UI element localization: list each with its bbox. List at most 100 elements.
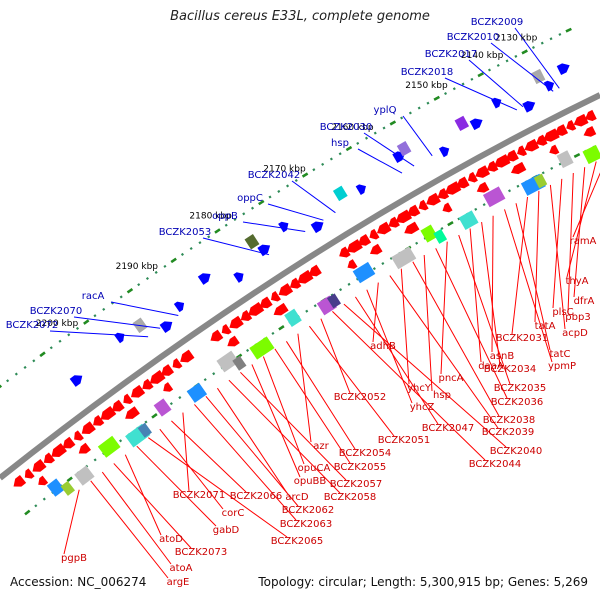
reverse-gene-arrow: [123, 393, 134, 404]
reverse-gene-arrow: [418, 199, 429, 211]
reverse-gene-label: arcD: [285, 492, 309, 503]
outer-ruler-tick: [389, 120, 397, 126]
inner-ruler-tick: [24, 509, 31, 516]
reverse-leader-line: [481, 222, 501, 366]
reverse-gene-arrow: [130, 384, 146, 398]
annotated-gene-block: [533, 173, 548, 189]
outer-ruler-tick: [6, 379, 10, 383]
forward-leader-line: [402, 115, 433, 157]
outer-ruler-tick: [400, 116, 404, 120]
reverse-leader-line: [458, 234, 511, 385]
forward-gene-label: hsp: [331, 138, 349, 149]
forward-annotated-block: [244, 234, 260, 250]
reverse-gene-arrow: [510, 161, 527, 175]
reverse-gene-label: atoA: [169, 563, 192, 574]
genome-summary: Topology: circular; Length: 5,300,915 bp…: [258, 575, 588, 589]
outer-ruler-tick: [32, 359, 36, 363]
forward-leader-line: [267, 203, 324, 221]
forward-gene-arrow: [491, 97, 502, 109]
forward-leader-line: [514, 27, 560, 89]
outer-ruler-tick: [373, 131, 377, 135]
reverse-gene-arrow: [78, 442, 91, 454]
reverse-gene-arrow: [369, 228, 380, 240]
reverse-gene-arrow: [13, 475, 27, 487]
reverse-gene-arrow: [62, 436, 76, 449]
outer-ruler-tick: [461, 82, 465, 86]
reverse-gene-label: adhB: [370, 341, 396, 352]
reverse-gene-arrow: [273, 302, 289, 316]
reverse-gene-arrow: [227, 335, 240, 347]
reverse-gene-label: gabD: [213, 525, 240, 536]
reverse-gene-arrow: [505, 149, 519, 162]
reverse-gene-arrow: [517, 145, 528, 157]
outer-ruler-tick: [382, 126, 386, 130]
reverse-gene-label: BCZK2062: [282, 505, 335, 516]
outer-ruler-tick: [433, 95, 440, 101]
forward-leader-line: [357, 148, 403, 174]
annotated-gene-block: [46, 478, 65, 497]
reverse-gene-label: atoD: [159, 534, 183, 545]
genome-backbone: [0, 92, 600, 481]
outer-ruler-tick: [514, 54, 518, 58]
reverse-gene-arrow: [271, 290, 281, 302]
reverse-leader-line: [572, 172, 600, 238]
reverse-gene-arrow: [456, 176, 470, 189]
reverse-gene-arrow: [494, 154, 511, 168]
reverse-leader-line: [491, 215, 494, 353]
reverse-gene-arrow: [163, 382, 174, 392]
forward-gene-label: oppB: [212, 211, 238, 222]
reverse-gene-label: asnB: [490, 351, 515, 362]
outer-ruler-tick: [189, 246, 193, 251]
outer-ruler-tick: [558, 32, 562, 36]
reverse-leader-line: [136, 445, 217, 527]
reverse-leader-line: [573, 167, 586, 298]
outer-ruler-tick: [452, 87, 456, 91]
inner-ruler-tick: [508, 189, 511, 193]
forward-annotated-block: [332, 185, 348, 202]
reverse-leader-line: [216, 387, 288, 494]
inner-ruler-tick: [151, 413, 158, 419]
outer-ruler-tick: [93, 314, 97, 318]
forward-gene-label: yplQ: [374, 105, 397, 116]
forward-leader-line: [444, 77, 518, 111]
outer-ruler-tick: [268, 195, 272, 199]
scale-ticks: [0, 27, 596, 516]
annotated-gene-block: [137, 422, 152, 438]
reverse-leader-line: [251, 364, 301, 478]
inner-ruler-tick: [347, 282, 351, 286]
reverse-gene-arrow: [467, 171, 478, 183]
outer-ruler-tick: [477, 72, 484, 78]
outer-ruler-tick: [294, 178, 298, 183]
reverse-leader-line: [320, 318, 351, 394]
outer-ruler-tick: [258, 199, 265, 206]
annotated-gene-block: [249, 336, 275, 360]
reverse-leader-line: [552, 178, 563, 309]
reverse-gene-arrow: [289, 277, 302, 289]
reverse-gene-arrow: [161, 364, 175, 376]
outer-ruler-tick: [119, 295, 123, 299]
outer-ruler-tick: [207, 235, 211, 239]
reverse-leader-line: [228, 379, 341, 494]
reverse-leader-line: [297, 333, 312, 443]
outer-ruler-tick: [180, 252, 184, 256]
reverse-gene-arrow: [81, 421, 96, 434]
reverse-gene-arrow: [395, 209, 413, 224]
forward-gene-arrow: [114, 332, 125, 344]
reverse-gene-arrow: [573, 113, 589, 127]
reverse-gene-label: BCZK2031: [496, 333, 549, 344]
reverse-gene-arrow: [549, 144, 560, 155]
reverse-gene-arrow: [445, 181, 462, 195]
reverse-gene-arrow: [240, 310, 253, 321]
reverse-gene-label: BCZK2034: [484, 364, 537, 375]
reverse-gene-label: pncA: [438, 373, 463, 384]
reverse-gene-label: thyA: [565, 276, 588, 287]
outer-ruler-tick: [444, 92, 448, 96]
reverse-gene-label: BCZK2055: [334, 462, 387, 473]
outer-ruler-tick: [417, 106, 421, 110]
outer-ruler-tick: [198, 241, 202, 245]
outer-ruler-tick: [102, 307, 106, 311]
outer-ruler-tick: [356, 141, 360, 145]
reverse-leader-line: [400, 268, 410, 385]
reverse-gene-arrow: [248, 302, 265, 316]
